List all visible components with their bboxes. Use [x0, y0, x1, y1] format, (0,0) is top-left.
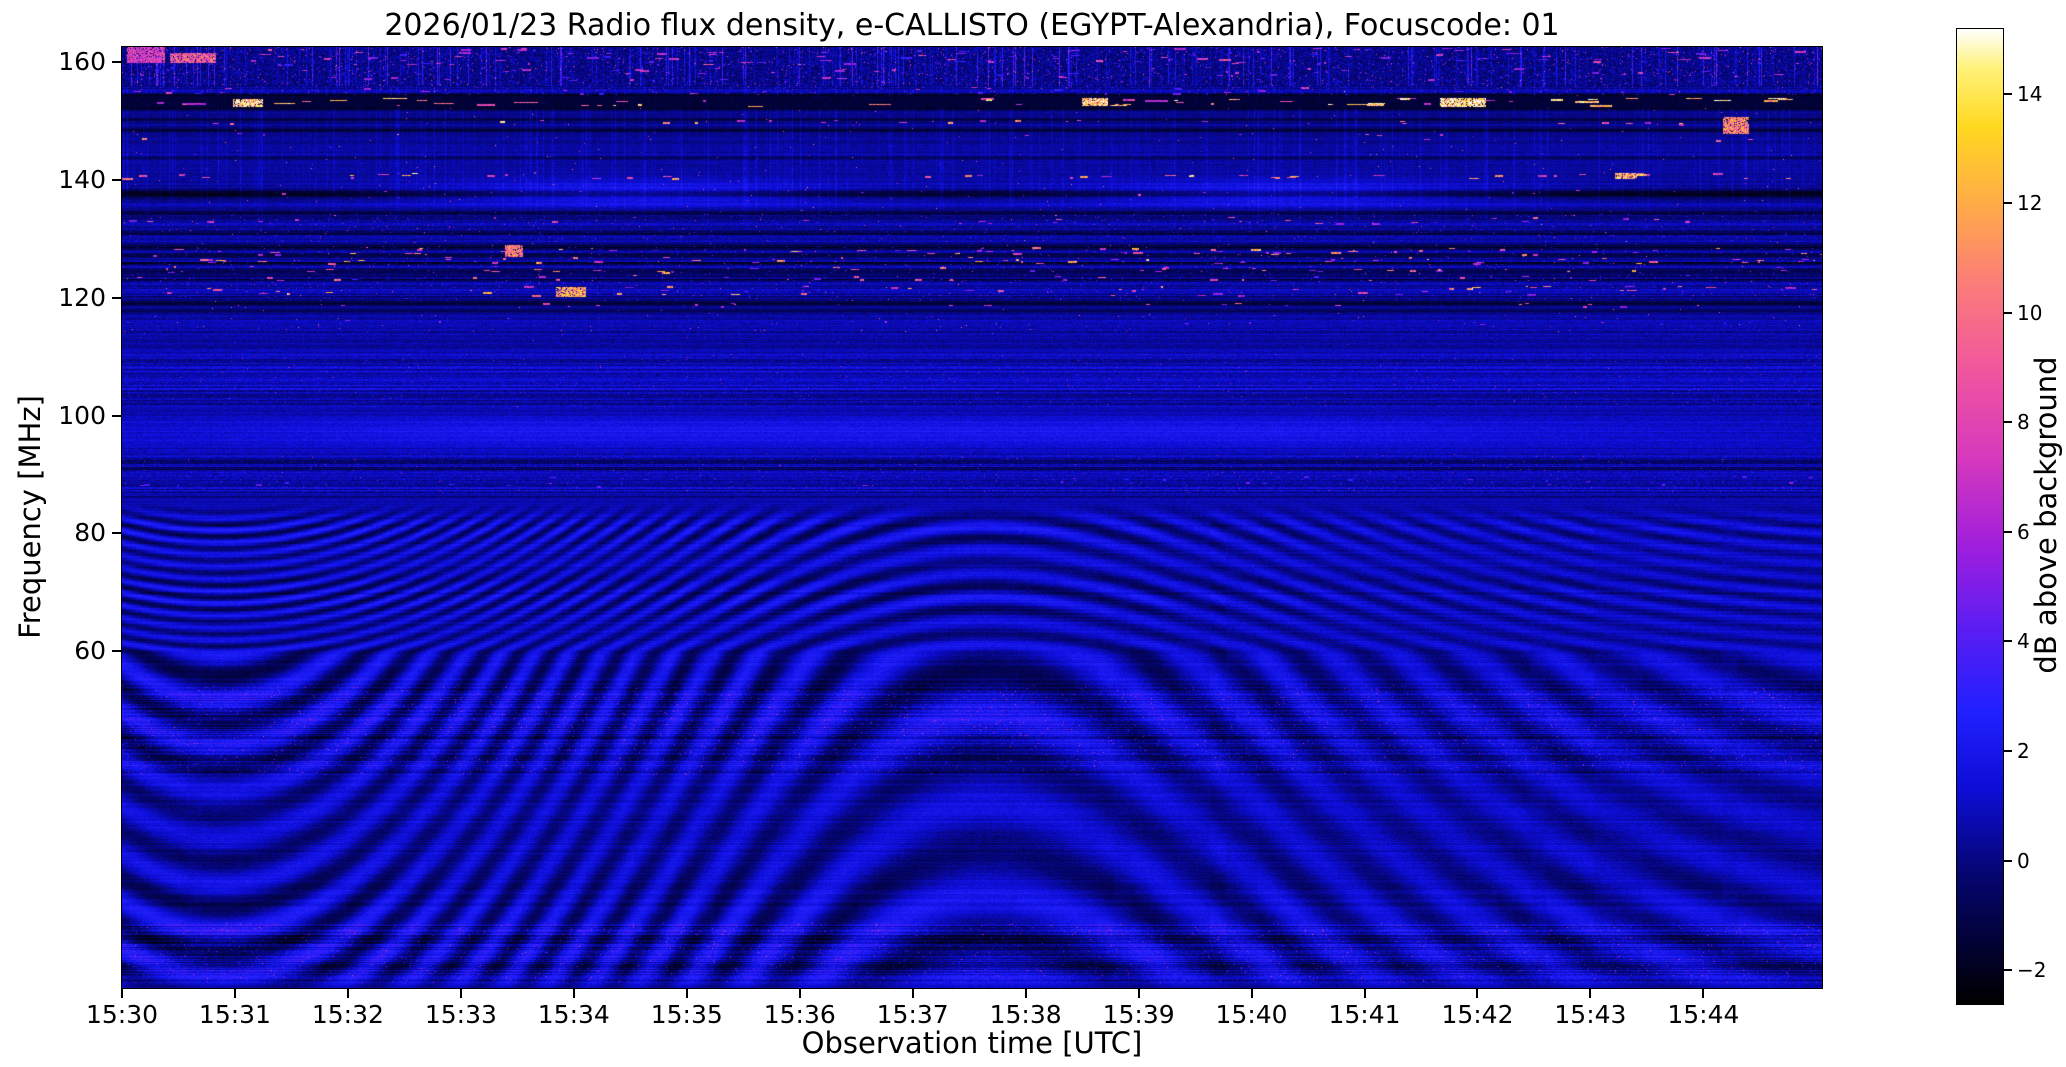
colorbar-tick-label: 8 — [2017, 410, 2030, 435]
colorbar-tick-mark — [2004, 969, 2012, 972]
x-tick-label: 15:42 — [1441, 1000, 1514, 1029]
colorbar-tick-mark — [2004, 92, 2012, 95]
x-tick-mark — [911, 989, 914, 998]
x-tick-label: 15:32 — [311, 1000, 384, 1029]
x-tick-label: 15:36 — [763, 1000, 836, 1029]
x-tick-mark — [572, 989, 575, 998]
x-tick-label: 15:39 — [1102, 1000, 1175, 1029]
x-tick-mark — [1363, 989, 1366, 998]
y-tick-mark — [112, 532, 121, 535]
y-tick-label: 160 — [58, 46, 106, 76]
colorbar-tick-mark — [2004, 750, 2012, 753]
y-tick-label: 80 — [74, 518, 106, 548]
x-tick-mark — [1702, 989, 1705, 998]
colorbar-gradient — [1956, 28, 2004, 1005]
colorbar-tick-label: 2 — [2017, 739, 2030, 764]
x-tick-label: 15:43 — [1554, 1000, 1627, 1029]
colorbar-tick-mark — [2004, 421, 2012, 424]
y-axis-label: Frequency [MHz] — [13, 395, 47, 639]
colorbar-tick-label: 4 — [2017, 629, 2030, 654]
colorbar-tick-mark — [2004, 859, 2012, 862]
x-tick-mark — [121, 989, 123, 998]
colorbar-tick-mark — [2004, 640, 2012, 643]
colorbar-tick-label: 0 — [2017, 848, 2030, 873]
y-tick-label: 100 — [58, 400, 106, 430]
x-tick-label: 15:33 — [424, 1000, 497, 1029]
x-tick-mark — [1589, 989, 1592, 998]
x-tick-mark — [1137, 989, 1140, 998]
x-tick-label: 15:35 — [650, 1000, 723, 1029]
colorbar-tick-label: 10 — [2017, 300, 2043, 325]
x-tick-mark — [233, 989, 236, 998]
colorbar-tick-label: 14 — [2017, 81, 2043, 106]
colorbar-tick-mark — [2004, 202, 2012, 205]
x-tick-mark — [1250, 989, 1253, 998]
colorbar-tick-mark — [2004, 530, 2012, 533]
colorbar-tick-label: 6 — [2017, 519, 2030, 544]
x-tick-label: 15:44 — [1667, 1000, 1740, 1029]
colorbar-tick-mark — [2004, 311, 2012, 314]
y-tick-label: 60 — [74, 636, 106, 666]
y-tick-mark — [112, 296, 121, 299]
x-tick-mark — [1024, 989, 1027, 998]
y-tick-label: 140 — [58, 164, 106, 194]
x-tick-label: 15:37 — [876, 1000, 949, 1029]
x-tick-label: 15:38 — [989, 1000, 1062, 1029]
colorbar-label: dB above background — [2029, 356, 2063, 674]
x-axis-label: Observation time [UTC] — [801, 1026, 1143, 1060]
x-tick-mark — [1476, 989, 1479, 998]
chart-title: 2026/01/23 Radio flux density, e-CALLIST… — [384, 8, 1560, 43]
x-tick-mark — [798, 989, 801, 998]
x-tick-label: 15:30 — [85, 1000, 159, 1029]
colorbar-tick-label: −2 — [2017, 958, 2047, 983]
y-tick-mark — [112, 414, 121, 417]
spectrogram-heatmap — [122, 47, 1822, 988]
y-tick-mark — [112, 650, 121, 653]
y-tick-mark — [112, 178, 121, 181]
x-tick-mark — [459, 989, 462, 998]
x-tick-label: 15:40 — [1215, 1000, 1288, 1029]
x-tick-label: 15:31 — [198, 1000, 271, 1029]
y-tick-label: 120 — [58, 282, 106, 312]
x-tick-mark — [685, 989, 688, 998]
x-tick-mark — [346, 989, 349, 998]
x-tick-label: 15:34 — [537, 1000, 610, 1029]
colorbar-tick-label: 12 — [2017, 191, 2043, 216]
x-tick-label: 15:41 — [1328, 1000, 1401, 1029]
y-tick-mark — [112, 60, 121, 63]
